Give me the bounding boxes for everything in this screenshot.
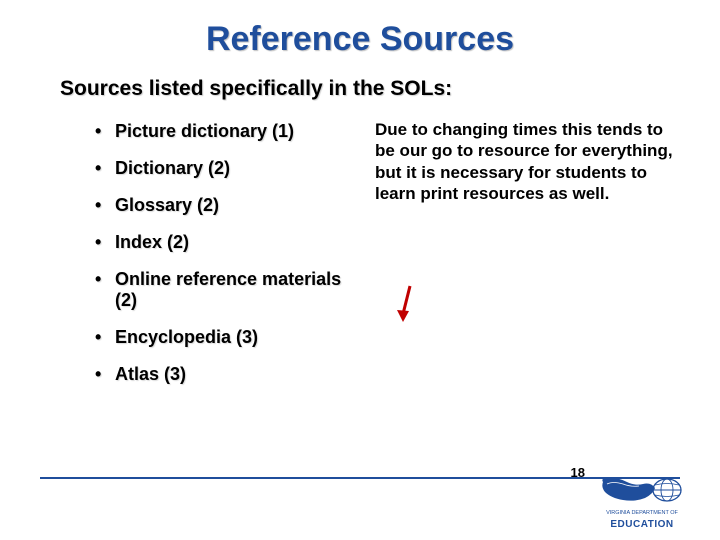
list-item: Index (2) xyxy=(95,232,365,253)
svg-text:EDUCATION: EDUCATION xyxy=(610,519,673,530)
list-item: Glossary (2) xyxy=(95,195,365,216)
footer: 18 VIRGINIA DEPARTMENT OF EDUCATION xyxy=(0,465,720,540)
bullet-list: Picture dictionary (1) Dictionary (2) Gl… xyxy=(95,121,365,401)
note-text: Due to changing times this tends to be o… xyxy=(375,119,680,204)
slide-title: Reference Sources xyxy=(40,20,680,59)
list-item: Encyclopedia (3) xyxy=(95,327,365,348)
content-row: Picture dictionary (1) Dictionary (2) Gl… xyxy=(95,121,680,401)
virginia-doe-logo: VIRGINIA DEPARTMENT OF EDUCATION xyxy=(595,474,690,532)
list-item: Atlas (3) xyxy=(95,364,365,385)
svg-text:VIRGINIA DEPARTMENT OF: VIRGINIA DEPARTMENT OF xyxy=(606,510,678,516)
slide-subtitle: Sources listed specifically in the SOLs: xyxy=(60,77,680,101)
list-item: Dictionary (2) xyxy=(95,158,365,179)
list-item: Online reference materials (2) xyxy=(95,269,365,311)
list-item: Picture dictionary (1) xyxy=(95,121,365,142)
footer-line xyxy=(40,477,680,479)
arrow-icon xyxy=(395,282,425,327)
